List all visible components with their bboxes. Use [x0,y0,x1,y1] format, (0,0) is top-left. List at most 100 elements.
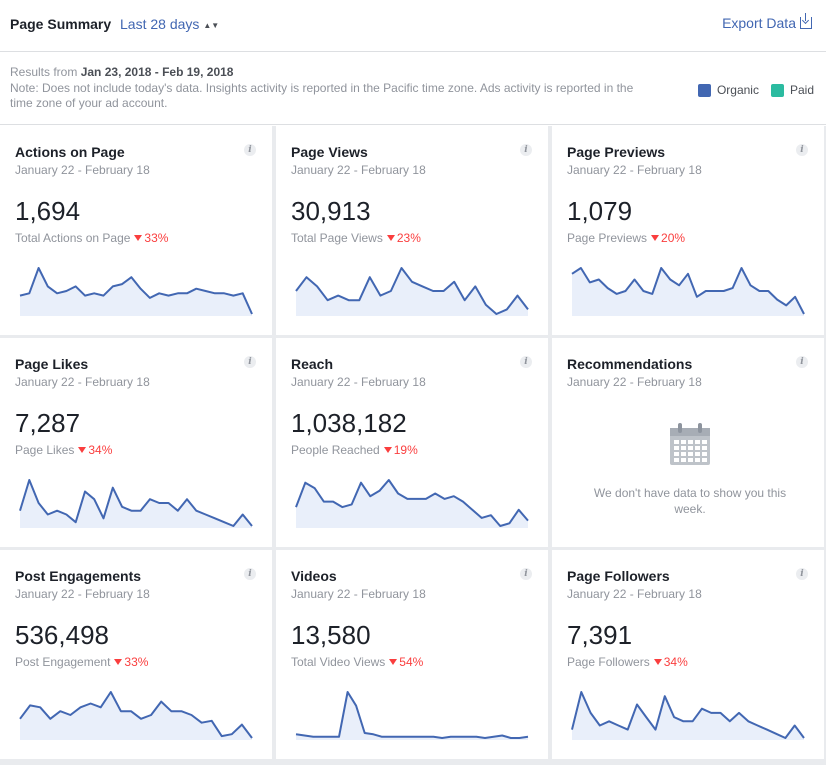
change-value: 19% [393,443,418,457]
sparkline-line [19,479,253,527]
down-triangle-icon [78,447,87,453]
metric-value: 1,038,182 [291,408,407,438]
card-title: Page Previews [567,144,666,160]
metric-subtitle: People Reached 19% [291,443,418,457]
card-title: Page Likes [15,356,89,372]
empty-state-message: We don't have data to show you this week… [593,486,787,516]
metric-subtitle: Page Previews 20% [567,231,685,245]
card-date-range: January 22 - February 18 [15,163,150,177]
change-value: 34% [663,655,688,669]
info-icon[interactable]: i [244,144,256,156]
change-value: 23% [396,231,421,245]
card-videos[interactable]: Videos January 22 - February 18 i 13,580 Tot… [276,550,548,759]
card-actions-on-page[interactable]: Actions on Page January 22 - February 18 i… [0,126,272,335]
card-date-range: January 22 - February 18 [291,587,426,601]
card-recommendations[interactable]: Recommendations January 22 - February 18 i… [552,338,824,547]
sparkline-chart[interactable] [19,688,253,740]
down-triangle-icon [383,447,392,453]
card-title: Videos [291,568,337,584]
metric-value: 7,287 [15,408,81,438]
metric-label: Total Actions on Page [15,231,131,245]
legend-organic[interactable]: Organic [697,83,759,97]
sparkline-area [296,480,528,528]
sparkline-line [295,479,529,527]
metric-value: 536,498 [15,620,109,650]
sparkline-chart[interactable] [295,476,529,528]
sparkline-chart[interactable] [295,264,529,316]
card-page-previews[interactable]: Page Previews January 22 - February 18 i 1,… [552,126,824,335]
calendar-icon [670,423,710,465]
metric-label: Page Likes [15,443,75,457]
sort-caret-icon: ▲▼ [203,21,220,30]
card-date-range: January 22 - February 18 [15,375,150,389]
change-value: 20% [661,231,686,245]
card-page-likes[interactable]: Page Likes January 22 - February 18 i 7,287… [0,338,272,547]
card-title: Actions on Page [15,144,125,160]
metric-label: Total Page Views [291,231,383,245]
legend-paid[interactable]: Paid [770,83,814,97]
down-triangle-icon [386,235,395,241]
results-range: Results from Jan 23, 2018 - Feb 19, 2018 [10,65,233,79]
timezone-note: Note: Does not include today's data. Ins… [10,81,634,110]
metric-label: Page Previews [567,231,648,245]
card-date-range: January 22 - February 18 [567,587,702,601]
metric-subtitle: Total Page Views 23% [291,231,421,245]
change-indicator: 34% [653,655,688,669]
sparkline-line [571,267,805,315]
date-range-dropdown[interactable]: Last 28 days ▲▼ [120,16,219,32]
sparkline-chart[interactable] [295,688,529,740]
sparkline-area [296,268,528,316]
page-summary-header: Page Summary Last 28 days ▲▼ Export Data [0,0,826,52]
info-icon[interactable]: i [520,568,532,580]
export-data-button[interactable]: Export Data [722,13,812,31]
legend: Organic Paid [686,83,814,97]
down-triangle-icon [389,659,398,665]
sparkline-chart[interactable] [19,476,253,528]
metric-subtitle: Page Followers 34% [567,655,688,669]
info-icon[interactable]: i [244,356,256,368]
change-value: 33% [144,231,169,245]
metrics-grid: Actions on Page January 22 - February 18 i… [0,126,826,765]
down-triangle-icon [651,235,660,241]
date-range-label: Last 28 days [120,16,200,32]
info-icon[interactable]: i [520,356,532,368]
change-value: 54% [399,655,424,669]
info-bar: Results from Jan 23, 2018 - Feb 19, 2018… [0,53,826,125]
sparkline-line [19,691,253,739]
sparkline-area [296,692,528,740]
change-indicator: 54% [389,655,423,669]
metric-subtitle: Page Likes 34% [15,443,112,457]
card-title: Page Followers [567,568,670,584]
info-icon[interactable]: i [244,568,256,580]
sparkline-line [295,267,529,315]
sparkline-area [572,268,804,316]
metric-value: 7,391 [567,620,633,650]
card-reach[interactable]: Reach January 22 - February 18 i 1,038,182 P… [276,338,548,547]
card-page-followers[interactable]: Page Followers January 22 - February 18 i 7… [552,550,824,759]
change-indicator: 20% [651,231,685,245]
info-icon[interactable]: i [796,356,808,368]
sparkline-area [572,692,804,740]
change-indicator: 33% [114,655,148,669]
down-triangle-icon [653,659,662,665]
sparkline-chart[interactable] [571,688,805,740]
card-date-range: January 22 - February 18 [15,587,150,601]
info-icon[interactable]: i [520,144,532,156]
down-triangle-icon [114,659,123,665]
change-indicator: 33% [134,231,168,245]
metric-subtitle: Total Actions on Page 33% [15,231,168,245]
card-post-engagements[interactable]: Post Engagements January 22 - February 18… [0,550,272,759]
change-value: 34% [88,443,113,457]
info-icon[interactable]: i [796,144,808,156]
metric-label: Post Engagement [15,655,111,669]
metric-subtitle: Total Video Views 54% [291,655,423,669]
info-icon[interactable]: i [796,568,808,580]
sparkline-line [19,267,253,315]
card-page-views[interactable]: Page Views January 22 - February 18 i 30,91… [276,126,548,335]
sparkline-line [295,691,529,739]
legend-organic-label: Organic [716,83,759,97]
sparkline-chart[interactable] [19,264,253,316]
sparkline-chart[interactable] [571,264,805,316]
card-title: Recommendations [567,356,693,372]
metric-label: Page Followers [567,655,650,669]
